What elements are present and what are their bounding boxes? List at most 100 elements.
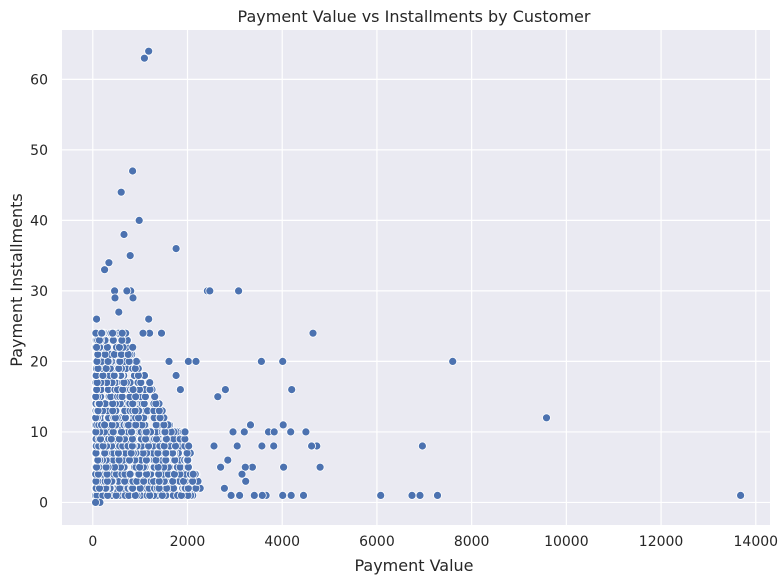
data-point: [417, 441, 427, 451]
points-layer: [91, 46, 745, 507]
data-point: [299, 490, 308, 500]
x-tick-label: 0: [88, 534, 97, 550]
data-point: [138, 328, 148, 338]
x-tick-label: 2000: [170, 534, 206, 550]
data-point: [122, 286, 132, 296]
y-tick-label: 10: [30, 425, 48, 441]
data-point: [246, 420, 255, 430]
y-tick-label: 20: [30, 354, 48, 370]
data-point: [92, 342, 101, 352]
data-point: [92, 314, 101, 324]
x-tick-label: 14000: [734, 534, 779, 550]
data-point: [219, 483, 229, 493]
data-point: [307, 441, 317, 451]
data-point: [91, 497, 100, 507]
data-point: [235, 490, 245, 500]
y-tick-label: 50: [30, 143, 48, 159]
data-point: [269, 441, 279, 451]
data-point: [119, 230, 129, 239]
data-point: [188, 469, 198, 479]
data-point: [278, 420, 288, 430]
data-point: [128, 293, 138, 303]
data-point: [175, 385, 185, 395]
data-point: [116, 187, 126, 197]
data-point: [239, 427, 249, 437]
data-point: [125, 469, 135, 479]
data-point: [117, 328, 127, 338]
data-point: [237, 469, 247, 479]
data-point: [257, 490, 267, 500]
data-point: [220, 385, 230, 395]
data-point: [234, 286, 244, 296]
data-point: [415, 490, 425, 500]
y-tick-label: 30: [30, 284, 48, 300]
data-point: [100, 265, 109, 275]
data-point: [128, 166, 138, 176]
chart-title: Payment Value vs Installments by Custome…: [238, 7, 591, 26]
data-point: [249, 490, 259, 500]
data-point: [191, 356, 201, 366]
data-point: [205, 286, 215, 296]
data-point: [269, 427, 279, 437]
data-point: [736, 490, 745, 500]
data-point: [433, 490, 442, 500]
x-tick-label: 4000: [264, 534, 300, 550]
data-point: [145, 378, 155, 388]
data-point: [144, 314, 154, 324]
data-point: [448, 356, 458, 366]
data-point: [164, 356, 174, 366]
data-point: [376, 490, 386, 500]
data-point: [157, 328, 166, 338]
data-point: [183, 356, 193, 366]
data-point: [240, 462, 250, 472]
data-point: [223, 455, 233, 465]
data-point: [171, 244, 181, 254]
data-point: [108, 328, 117, 338]
data-point: [134, 215, 144, 225]
x-tick-label: 12000: [639, 534, 684, 550]
data-point: [256, 356, 266, 366]
data-point: [110, 293, 120, 303]
data-point: [180, 427, 190, 437]
data-point: [216, 462, 226, 472]
data-point: [209, 441, 219, 451]
data-point: [114, 307, 124, 317]
y-tick-label: 60: [30, 72, 48, 88]
data-point: [226, 490, 236, 500]
x-tick-label: 8000: [454, 534, 490, 550]
data-point: [171, 371, 181, 380]
y-tick-label: 0: [39, 495, 48, 511]
data-point: [257, 441, 267, 451]
data-point: [301, 427, 311, 437]
data-point: [228, 427, 238, 437]
data-point: [131, 356, 141, 366]
x-axis-label: Payment Value: [354, 556, 473, 575]
data-point: [125, 251, 135, 261]
data-point: [286, 490, 296, 500]
data-point: [139, 53, 149, 63]
data-point: [97, 328, 107, 338]
data-point: [278, 356, 288, 366]
data-point: [213, 392, 223, 402]
x-tick-label: 10000: [544, 534, 589, 550]
y-tick-label: 40: [30, 213, 48, 229]
grid-layer: [62, 30, 770, 525]
data-point: [184, 441, 194, 451]
data-point: [542, 413, 551, 423]
data-point: [241, 476, 251, 486]
data-point: [407, 490, 417, 500]
data-point: [315, 462, 325, 472]
data-point: [286, 427, 296, 437]
data-point: [279, 462, 289, 472]
data-point: [278, 490, 288, 500]
y-axis-label: Payment Installments: [7, 193, 26, 366]
data-point: [128, 342, 138, 352]
x-tick-label: 6000: [359, 534, 395, 550]
ticks-layer: 0 2000 4000 6000 8000 10000 12000 14000 0 10 20 30 4…: [30, 72, 778, 550]
data-point: [123, 349, 133, 359]
data-point: [144, 46, 154, 56]
data-point: [232, 441, 242, 451]
data-point: [287, 385, 297, 395]
